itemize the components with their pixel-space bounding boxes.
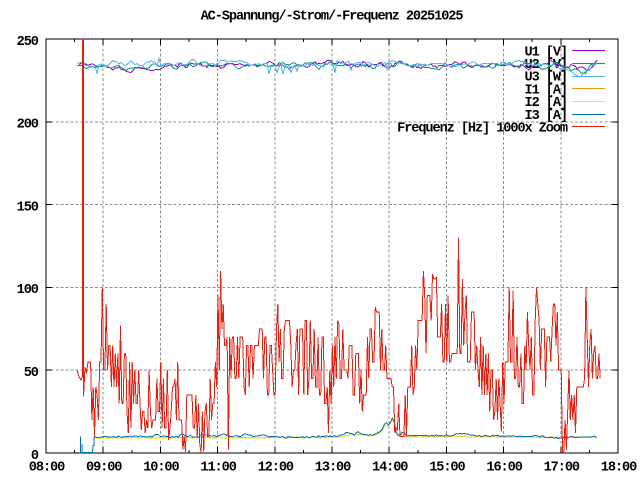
svg-text:U1 [V]: U1 [V] xyxy=(525,45,567,60)
svg-text:12:00: 12:00 xyxy=(258,461,294,476)
svg-text:11:00: 11:00 xyxy=(200,461,236,476)
svg-text:13:00: 13:00 xyxy=(315,461,351,476)
svg-text:18:00: 18:00 xyxy=(601,461,637,476)
svg-text:250: 250 xyxy=(17,35,39,50)
svg-text:09:00: 09:00 xyxy=(86,461,122,476)
svg-text:16:00: 16:00 xyxy=(486,461,522,476)
svg-text:Frequenz [Hz] 1000x Zoom: Frequenz [Hz] 1000x Zoom xyxy=(397,122,568,137)
svg-text:15:00: 15:00 xyxy=(429,461,465,476)
svg-text:200: 200 xyxy=(17,118,39,133)
svg-text:100: 100 xyxy=(17,283,39,298)
svg-text:150: 150 xyxy=(17,200,39,215)
svg-text:I2 [A]: I2 [A] xyxy=(525,96,567,111)
svg-text:10:00: 10:00 xyxy=(143,461,179,476)
svg-text:14:00: 14:00 xyxy=(372,461,408,476)
svg-text:U2 [V]: U2 [V] xyxy=(525,58,567,73)
svg-text:17:00: 17:00 xyxy=(544,461,580,476)
svg-text:0: 0 xyxy=(31,449,39,464)
svg-text:U3 [W]: U3 [W] xyxy=(525,71,567,86)
svg-text:08:00: 08:00 xyxy=(29,461,65,476)
svg-text:50: 50 xyxy=(24,366,39,381)
svg-text:AC-Spannung/-Strom/-Frequenz 2: AC-Spannung/-Strom/-Frequenz 20251025 xyxy=(201,10,464,25)
svg-text:I3 [A]: I3 [A] xyxy=(525,109,567,124)
svg-text:I1 [A]: I1 [A] xyxy=(525,83,567,98)
